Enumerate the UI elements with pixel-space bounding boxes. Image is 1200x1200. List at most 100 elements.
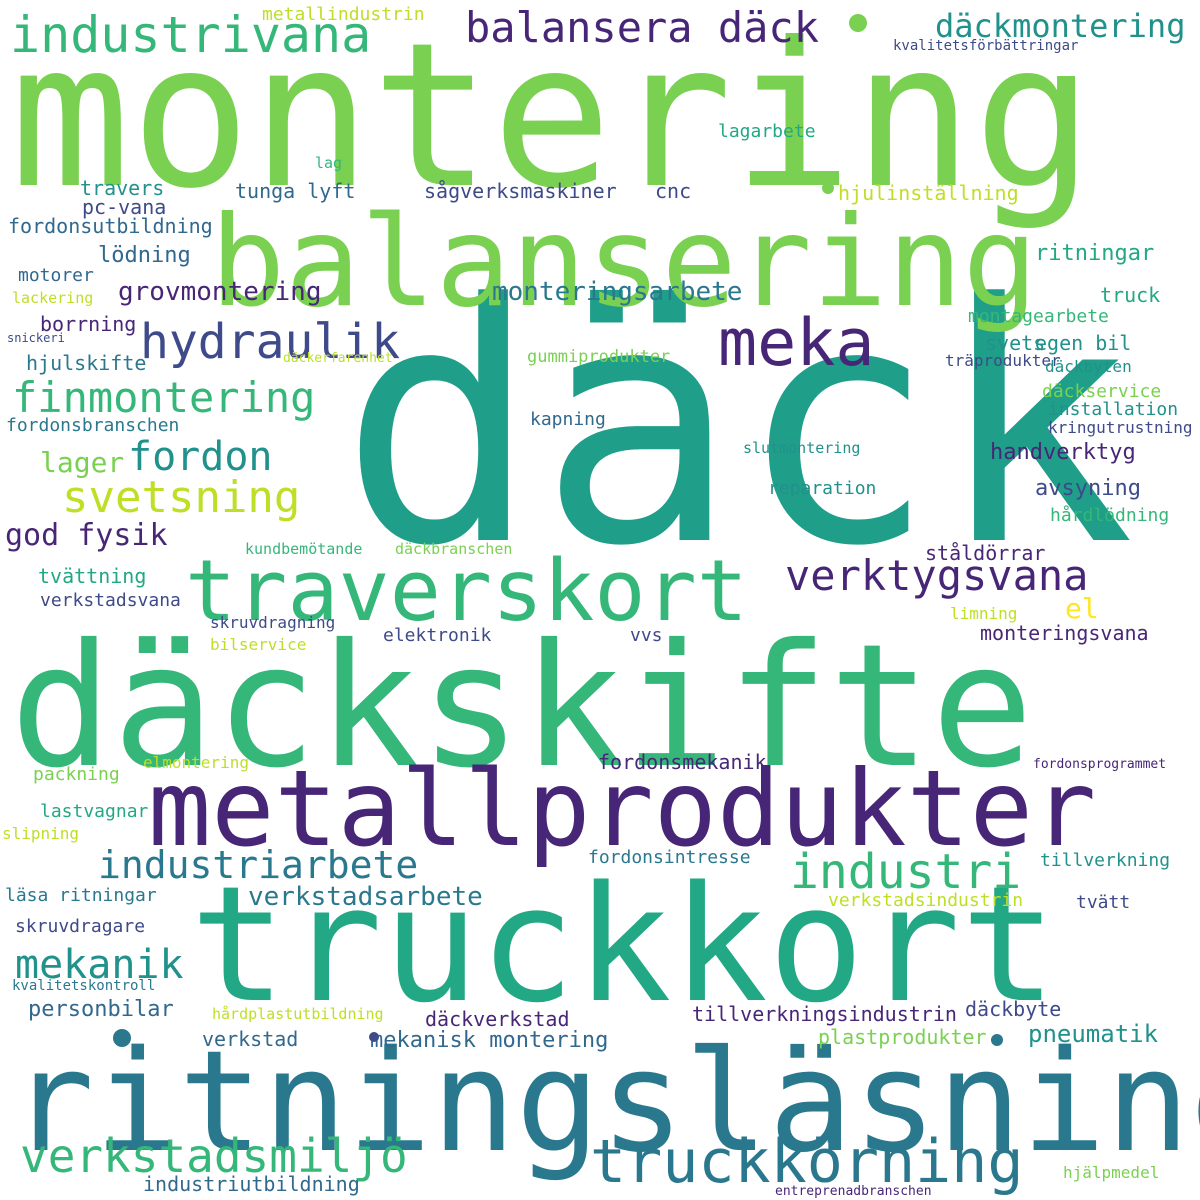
word: fordon [128, 434, 273, 480]
word: truckkörning [590, 1127, 1023, 1197]
word: verkstadsarbete [248, 882, 483, 912]
word: hjulinställning [838, 181, 1019, 205]
word: sågverksmaskiner [424, 179, 617, 203]
word: montagearbete [968, 306, 1109, 327]
word: lackering [12, 289, 93, 307]
word: traverskort [185, 542, 748, 641]
word: truck [1100, 283, 1160, 307]
word: fordonsintresse [588, 847, 751, 868]
word: mekanik [15, 942, 184, 988]
word: träprodukter [945, 351, 1061, 370]
word: elektronik [383, 625, 492, 646]
word: hjälpmedel [1063, 1163, 1159, 1182]
word: däckbyten [1045, 357, 1132, 376]
stray-dot [369, 1032, 379, 1042]
word: lagarbete [718, 121, 816, 142]
word: fordonsprogrammet [1033, 757, 1166, 772]
word: motorer [18, 265, 94, 286]
word: avsyning [1035, 476, 1141, 501]
word: god fysik [5, 518, 168, 553]
word: kapning [530, 409, 606, 430]
word: däckbranschen [395, 540, 512, 558]
word: slipning [2, 824, 79, 843]
word: vvs [630, 625, 663, 646]
word: snickeri [7, 331, 65, 345]
word: cnc [655, 179, 691, 203]
word: gummiprodukter [527, 347, 670, 367]
word: metallprodukter [148, 748, 1096, 870]
word: mekanisk montering [370, 1028, 608, 1053]
word: tunga lyft [235, 179, 355, 203]
word: skruvdragning [210, 613, 335, 632]
word: slutmontering [743, 439, 860, 457]
word: svetsning [62, 472, 300, 523]
word: fordonsmekanik [598, 750, 767, 774]
word: industriarbete [98, 843, 418, 887]
word: entreprenadbranschen [775, 1184, 932, 1199]
word: monteringsvana [980, 621, 1149, 645]
word: däck [340, 234, 1135, 618]
word: verkstadsindustrin [828, 890, 1023, 911]
word: limning [950, 604, 1017, 623]
word: fordonsbranschen [6, 415, 179, 436]
word: metallindustrin [262, 4, 425, 25]
word: balansering [210, 190, 1038, 335]
word: läsa ritningar [5, 885, 157, 906]
word: elmontering [143, 753, 249, 772]
word: hydraulik [140, 314, 400, 370]
word: verkstadsvana [40, 590, 181, 611]
word: reparation [768, 478, 876, 499]
word: fordonsutbildning [8, 214, 213, 238]
word: hårdplastutbildning [212, 1005, 384, 1023]
word: ritningsläsning [10, 1021, 1200, 1184]
word: lager [40, 446, 124, 479]
word: meka [718, 306, 875, 381]
word: kvalitetskontroll [12, 978, 155, 994]
stray-dot [822, 182, 834, 194]
word: däckservice [1042, 381, 1161, 402]
word: däckbyte [965, 997, 1061, 1021]
word: däckverkstad [425, 1007, 570, 1031]
word: däckerfarenhet [283, 351, 393, 366]
word: travers [80, 176, 164, 200]
word: kvalitetsförbättringar [893, 38, 1078, 54]
stray-dot [849, 14, 867, 32]
word: lödning [98, 243, 191, 268]
word: finmontering [12, 373, 315, 422]
word: industrivana [10, 6, 371, 64]
word: tillverkning [1040, 850, 1170, 871]
word: däckskifte [10, 608, 1034, 806]
word: installation [1048, 399, 1178, 420]
stray-dot [113, 1029, 131, 1047]
word: egen bil [1035, 331, 1131, 355]
word: packning [33, 764, 120, 785]
word: plastprodukter [818, 1025, 987, 1049]
word: balansera däck [465, 3, 819, 52]
word: kundbemötande [245, 540, 362, 558]
word: personbilar [28, 997, 174, 1022]
word: industri [790, 844, 1021, 900]
word: kringutrustning [1048, 418, 1193, 437]
word: skruvdragare [15, 916, 145, 937]
word: industriutbildning [143, 1172, 360, 1196]
word: verkstadsmiljö [20, 1129, 408, 1183]
word: handverktyg [990, 440, 1136, 465]
stray-dot [991, 1034, 1003, 1046]
word: lag [315, 154, 342, 172]
word: pneumatik [1028, 1020, 1159, 1048]
word: el [1065, 592, 1099, 625]
word: ritningar [1035, 241, 1154, 266]
word: montering [10, 0, 1094, 233]
stray-dots [113, 14, 1003, 1047]
word: borrning [40, 312, 136, 336]
word: tvättning [38, 564, 146, 588]
word: monteringsarbete [492, 277, 742, 307]
word: däckmontering [935, 7, 1185, 45]
word: tillverkningsindustrin [692, 1002, 957, 1026]
word: pc-vana [82, 195, 166, 219]
word: svets [985, 331, 1045, 355]
word: verkstad [202, 1027, 298, 1051]
